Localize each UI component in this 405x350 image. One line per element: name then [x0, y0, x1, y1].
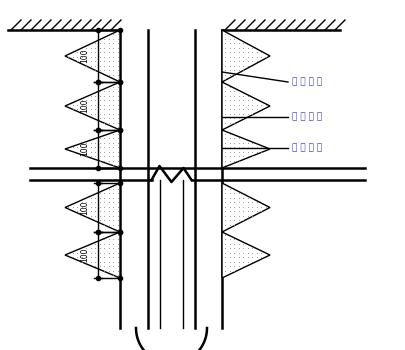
- Text: 护 壁 钢 筋: 护 壁 钢 筋: [292, 112, 322, 121]
- Polygon shape: [65, 232, 120, 278]
- Text: 100: 100: [81, 142, 90, 156]
- Polygon shape: [65, 183, 120, 232]
- Polygon shape: [222, 183, 270, 232]
- Polygon shape: [222, 30, 270, 82]
- Text: 100: 100: [81, 200, 90, 215]
- Polygon shape: [222, 82, 270, 130]
- Text: 护 壁 桩 笼: 护 壁 桩 笼: [292, 77, 322, 86]
- Text: 100: 100: [81, 248, 90, 262]
- Polygon shape: [65, 130, 120, 168]
- Text: 柱 身 钢 筋: 柱 身 钢 筋: [292, 144, 322, 153]
- Polygon shape: [65, 82, 120, 130]
- Text: 100: 100: [81, 49, 90, 63]
- Text: 100: 100: [81, 99, 90, 113]
- Polygon shape: [65, 30, 120, 82]
- Polygon shape: [222, 232, 270, 278]
- Polygon shape: [222, 130, 270, 168]
